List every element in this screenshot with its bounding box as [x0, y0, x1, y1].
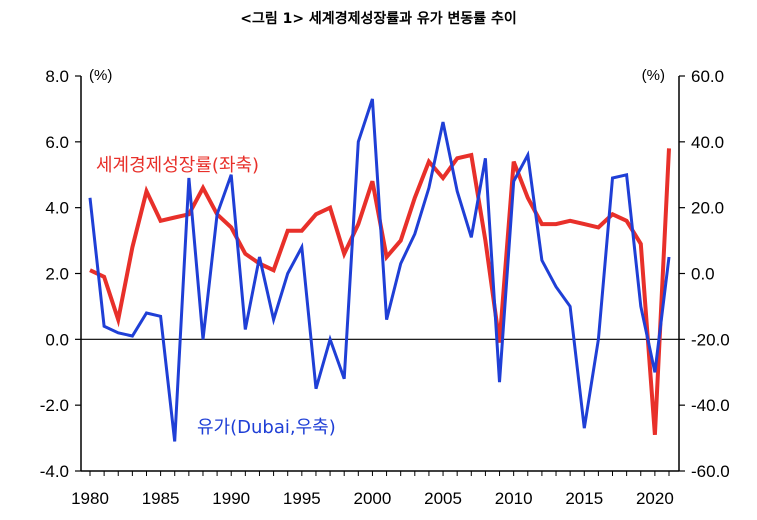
- x-tick-label: 1985: [142, 489, 180, 508]
- x-tick-label: 2015: [565, 489, 603, 508]
- axes-group: [75, 75, 685, 476]
- x-tick-label: 2010: [495, 489, 533, 508]
- left-tick-label: 4.0: [45, 199, 69, 218]
- series-group: [88, 98, 671, 442]
- x-tick-label: 1990: [212, 489, 250, 508]
- x-tick-label: 2020: [636, 489, 674, 508]
- right-tick-label: 0.0: [691, 265, 715, 284]
- labels-group: 8.0 6.0 4.0 2.0 0.0 -2.0 -4.0 60.0 40.0 20.0 0.0 -2…: [40, 67, 730, 508]
- left-axis-unit: (%): [89, 67, 112, 84]
- oil-price-line: [88, 98, 671, 442]
- x-tick-label: 1995: [283, 489, 321, 508]
- right-axis-unit: (%): [642, 67, 665, 84]
- x-tick-label: 2005: [424, 489, 462, 508]
- right-tick-label: -20.0: [691, 330, 730, 349]
- right-tick-label: -40.0: [691, 396, 730, 415]
- x-tick-label: 2000: [354, 489, 392, 508]
- x-tick-label: 1980: [71, 489, 109, 508]
- left-tick-label: 6.0: [45, 133, 69, 152]
- world-growth-label: 세계경제성장률(좌축): [96, 155, 259, 176]
- left-tick-label: 0.0: [45, 330, 69, 349]
- left-tick-label: -2.0: [40, 396, 69, 415]
- left-tick-label: 8.0: [45, 67, 69, 86]
- right-tick-label: 20.0: [691, 199, 724, 218]
- chart-title: <그림 1> 세계경제성장률과 유가 변동률 추이: [240, 11, 517, 27]
- right-tick-label: 60.0: [691, 67, 724, 86]
- left-tick-label: 2.0: [45, 265, 69, 284]
- left-tick-label: -4.0: [40, 462, 69, 481]
- oil-price-label: 유가(Dubai,우축): [197, 417, 336, 438]
- right-tick-label: -60.0: [691, 462, 730, 481]
- right-tick-label: 40.0: [691, 133, 724, 152]
